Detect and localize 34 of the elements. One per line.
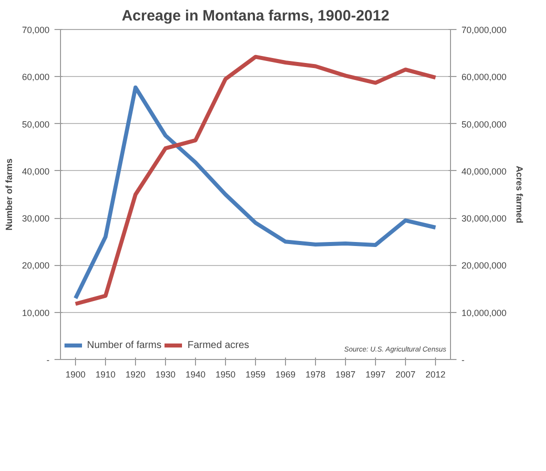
y-tick-label: 20,000: [22, 260, 50, 271]
y-tick-label: 40,000: [22, 166, 50, 176]
legend-label: Farmed acres: [187, 340, 250, 350]
x-tick-label: 1940: [185, 370, 206, 380]
x-tick-label: 1959: [245, 370, 266, 380]
y-tick-label: 10,000: [22, 308, 50, 318]
y-tick-label: -: [46, 355, 50, 365]
x-tick-label: 1997: [365, 370, 386, 380]
y2-tick-label: 60,000,000: [462, 72, 507, 82]
x-tick-label: 1969: [275, 370, 296, 380]
x-tick-label: 1920: [125, 370, 146, 380]
x-tick-label: 2007: [395, 370, 416, 380]
y-tick-label: 50,000: [22, 119, 50, 130]
y2-tick-label: 70,000,000: [462, 25, 507, 35]
y2-tick-label: 20,000,000: [462, 260, 507, 271]
y2-tick-label: -: [462, 355, 464, 365]
y2-tick-label: 30,000,000: [462, 214, 507, 224]
y-tick-label: 70,000: [22, 25, 50, 35]
x-tick-label: 1930: [155, 370, 176, 380]
x-tick-label: 1910: [95, 370, 116, 380]
y-axis-title: Number of farms: [4, 158, 14, 231]
y2-axis-title: Acres farmed: [514, 166, 525, 224]
y2-tick-label: 10,000,000: [462, 308, 507, 318]
y2-tick-label: 40,000,000: [462, 166, 507, 176]
x-tick-label: 1987: [335, 370, 356, 380]
x-tick-label: 1978: [305, 370, 326, 380]
x-tick-label: 2012: [425, 370, 446, 380]
x-tick-label: 1950: [215, 370, 236, 380]
chart-title: Acreage in Montana farms, 1900-2012: [122, 8, 390, 24]
y-tick-label: 30,000: [22, 214, 50, 224]
x-tick-label: 1900: [65, 370, 86, 380]
legend-label: Number of farms: [87, 340, 162, 350]
y2-tick-label: 50,000,000: [462, 119, 507, 130]
y-tick-label: 60,000: [22, 72, 50, 82]
